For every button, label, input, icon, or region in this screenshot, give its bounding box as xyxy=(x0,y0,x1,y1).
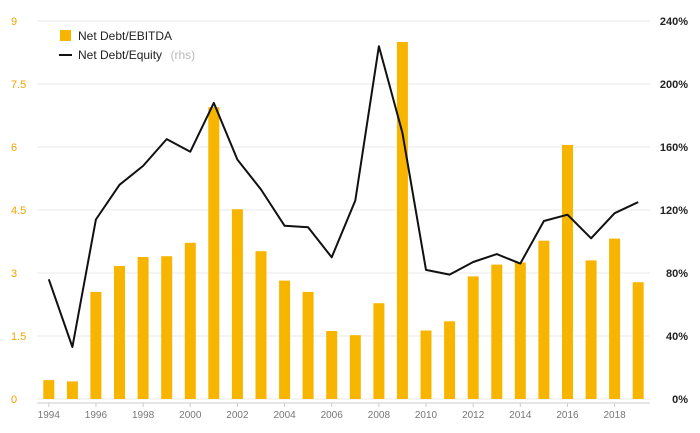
bar xyxy=(302,291,314,399)
right-axis-tick-label: 0% xyxy=(672,394,688,406)
x-axis-tick-label: 2000 xyxy=(179,410,202,421)
bar xyxy=(231,209,243,399)
bar xyxy=(90,291,102,399)
bar xyxy=(66,381,78,399)
legend-label-net-debt-ebitda: Net Debt/EBITDA xyxy=(78,29,172,43)
right-axis-tick-label: 120% xyxy=(660,205,688,217)
x-axis-tick-label: 1996 xyxy=(85,410,108,421)
bar xyxy=(396,42,408,399)
x-axis-tick-label: 1998 xyxy=(132,410,155,421)
bar xyxy=(562,144,573,399)
gridlines xyxy=(37,20,650,400)
left-axis-tick-label: 1.5 xyxy=(11,331,26,343)
bar xyxy=(255,251,267,399)
legend-label-net-debt-equity: Net Debt/Equity xyxy=(78,48,162,62)
x-axis-tick-label: 2010 xyxy=(415,410,438,421)
bar xyxy=(632,282,644,399)
x-axis-tick-label: 2004 xyxy=(273,410,296,421)
bar xyxy=(326,331,338,399)
x-axis-tick-label: 2014 xyxy=(509,410,532,421)
bar xyxy=(349,335,361,399)
x-axis-tick-label: 1994 xyxy=(38,410,61,421)
bar xyxy=(491,264,503,399)
bar xyxy=(184,242,196,399)
line-path xyxy=(47,45,639,348)
left-axis-tick-label: 7.5 xyxy=(11,79,26,91)
left-axis: 0 1.5 3 4.5 6 7.5 9 xyxy=(11,16,26,406)
x-axis-tick-label: 2002 xyxy=(226,410,249,421)
x-axis-tick-label: 2008 xyxy=(368,410,391,421)
bar xyxy=(609,238,621,399)
x-axis-tick-label: 2016 xyxy=(556,410,579,421)
legend-entry-net-debt-equity: Net Debt/Equity (rhs) xyxy=(78,46,195,63)
bar xyxy=(161,256,173,399)
legend-swatch-net-debt-ebitda xyxy=(60,30,71,41)
bar xyxy=(538,240,550,399)
bar xyxy=(514,262,526,399)
right-axis-tick-label: 40% xyxy=(666,331,688,343)
right-axis-tick-label: 80% xyxy=(666,268,688,280)
left-axis-tick-label: 9 xyxy=(11,16,17,28)
legend-rhs-note: (rhs) xyxy=(171,48,196,62)
bar xyxy=(373,303,385,399)
bar-series-net-debt-ebitda xyxy=(43,42,644,399)
left-axis-tick-label: 6 xyxy=(11,142,17,154)
line-series-net-debt-equity xyxy=(47,45,639,348)
x-axis: 1994 1996 1998 2000 2002 2004 2006 2008 2010 2012… xyxy=(37,402,650,421)
x-axis-tick-label: 2012 xyxy=(462,410,485,421)
right-axis: 0% 40% 80% 120% 160% 200% 240% xyxy=(660,16,688,406)
bar xyxy=(420,330,432,399)
right-axis-tick-label: 240% xyxy=(660,16,688,28)
bar xyxy=(279,280,291,399)
right-axis-tick-label: 200% xyxy=(660,79,688,91)
right-axis-tick-label: 160% xyxy=(660,142,688,154)
bar xyxy=(43,380,55,399)
bar xyxy=(444,321,456,399)
bar xyxy=(467,276,479,399)
bar xyxy=(114,265,125,399)
bar xyxy=(137,257,149,399)
bar xyxy=(585,260,597,399)
legend: Net Debt/EBITDA Net Debt/Equity (rhs) xyxy=(59,29,195,63)
left-axis-tick-label: 4.5 xyxy=(11,205,26,217)
left-axis-tick-label: 3 xyxy=(11,268,17,280)
x-axis-tick-label: 2006 xyxy=(321,410,344,421)
x-axis-tick-label: 2018 xyxy=(603,410,626,421)
left-axis-tick-label: 0 xyxy=(11,394,17,406)
bar xyxy=(208,107,220,399)
